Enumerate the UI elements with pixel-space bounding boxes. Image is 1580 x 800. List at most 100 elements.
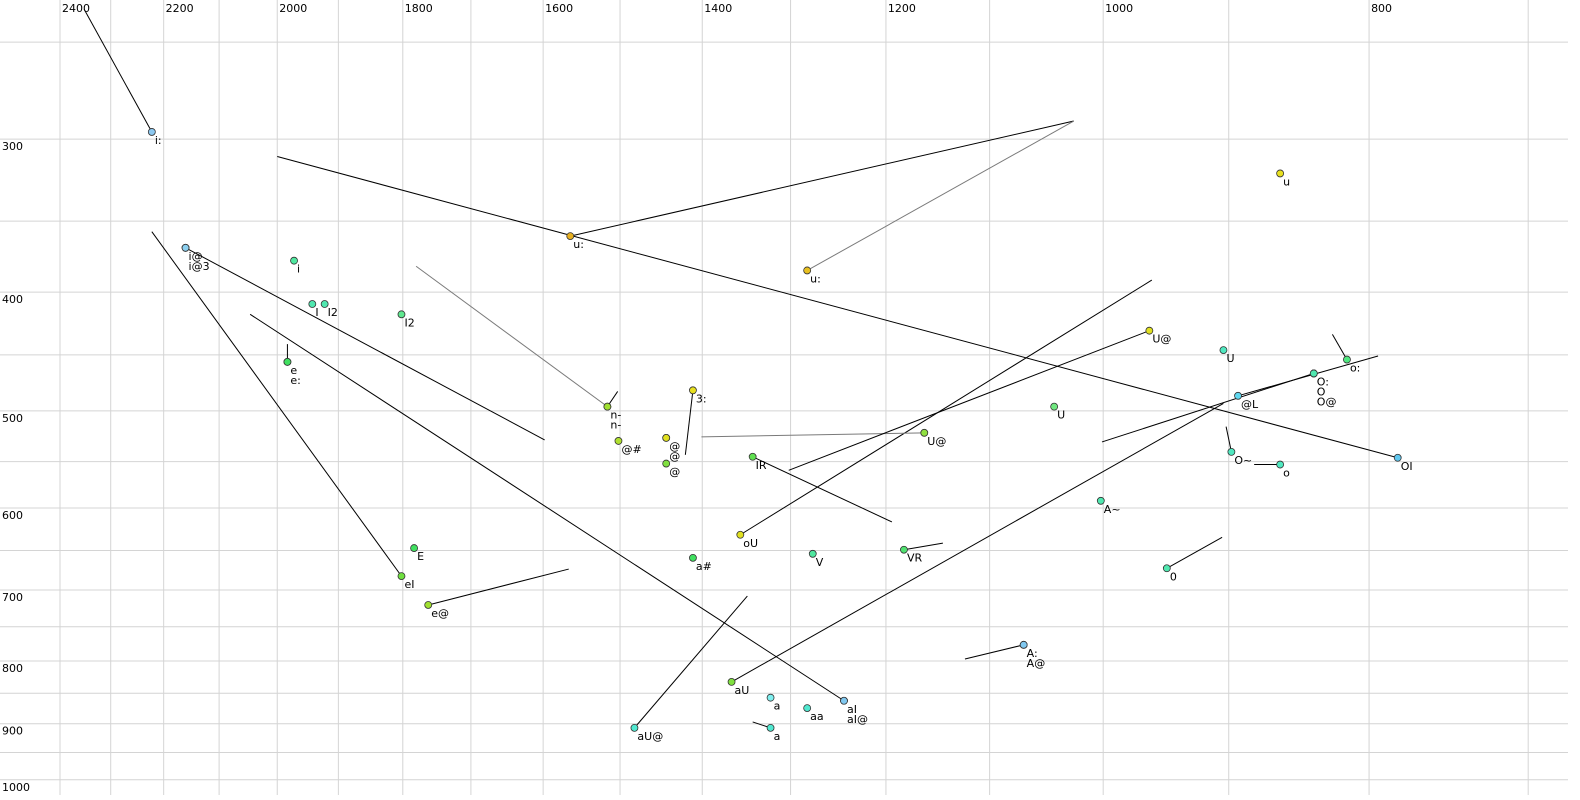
vowel-point [1276, 460, 1285, 469]
vowel-label: a# [696, 560, 712, 573]
trajectory [151, 231, 402, 577]
vowel-point [748, 452, 757, 461]
vowel-label: eI [404, 578, 414, 591]
trajectory [1331, 334, 1348, 360]
x-tick-label: 1800 [405, 2, 433, 15]
vowel-point [1343, 355, 1351, 364]
vowel-point [397, 572, 406, 581]
trajectory [1166, 536, 1223, 569]
vowel-point [630, 723, 639, 732]
vowel-label: a [774, 700, 781, 713]
y-tick-label: 300 [2, 140, 23, 153]
vowel-point [840, 696, 848, 705]
vowel-label: VR [907, 552, 923, 565]
vowel-label: u: [573, 238, 584, 251]
vowel-point [308, 300, 317, 308]
vowel-label: U [1057, 409, 1065, 422]
vowel-label: e [290, 364, 297, 377]
vowel-point [1309, 369, 1318, 378]
vowel-label: u [1283, 175, 1290, 188]
trajectory [249, 313, 845, 702]
vowel-label: i [297, 263, 300, 276]
trajectory [570, 120, 1074, 237]
vowel-point [900, 545, 908, 554]
vowel-point [803, 266, 812, 275]
vowel-label: A: [1027, 647, 1038, 660]
vowel-point [736, 530, 745, 539]
x-tick-label: 2200 [166, 2, 194, 15]
vowel-label: U@ [1152, 333, 1171, 346]
vowel-point [727, 678, 736, 686]
vowel-label: u: [810, 272, 821, 285]
vowel-label: aa [810, 710, 823, 723]
trajectory [1237, 355, 1379, 397]
y-tick-label: 800 [2, 662, 23, 675]
vowel-point [1234, 391, 1242, 400]
vowel-label: aI@ [847, 713, 868, 726]
vowel-point [397, 310, 406, 319]
vowel-point [1162, 564, 1171, 573]
trajectory [964, 644, 1024, 660]
vowel-label: n- [610, 419, 621, 432]
vowel-label: U@ [927, 435, 946, 448]
vowel-point [662, 434, 671, 442]
vowel-point [147, 128, 156, 136]
trajectory [701, 432, 925, 438]
vowel-label: A~ [1104, 503, 1121, 516]
vowel-point [603, 402, 612, 411]
vowel-label: @ [669, 450, 680, 463]
vowel-label: @L [1241, 398, 1259, 411]
vowel-point [614, 437, 623, 445]
vowel-point [424, 601, 433, 609]
trajectory [806, 120, 1075, 271]
x-tick-label: 1400 [704, 2, 732, 15]
vowel-point [566, 232, 575, 241]
vowel-point [1096, 496, 1105, 505]
vowel-label: IR [756, 459, 767, 472]
trajectory [903, 542, 943, 551]
vowel-label: e: [290, 374, 300, 387]
vowel-label: aI [847, 703, 857, 716]
vowel-point [181, 243, 190, 252]
vowel-point [1019, 640, 1028, 649]
x-tick-label: 2000 [279, 2, 307, 15]
vowel-point [662, 459, 671, 468]
vowel-label: 3: [696, 392, 707, 405]
vowel-label: U [1226, 352, 1234, 365]
vowel-label: e@ [431, 607, 449, 620]
vowel-point [290, 256, 298, 265]
trajectory [684, 390, 694, 455]
vowel-point [1276, 169, 1285, 178]
trajectory [752, 456, 893, 523]
y-tick-label: 1000 [2, 781, 30, 794]
x-tick-label: 1200 [888, 2, 916, 15]
vowel-label: A@ [1027, 657, 1046, 670]
y-tick-label: 400 [2, 293, 23, 306]
vowel-point [1145, 326, 1154, 335]
vowel-label: O~ [1234, 454, 1252, 467]
y-tick-label: 900 [2, 725, 23, 738]
vowel-label: OI [1401, 460, 1413, 473]
vowel-point [1219, 346, 1228, 355]
y-tick-label: 500 [2, 412, 23, 425]
vowel-point [410, 544, 419, 552]
x-tick-label: 1000 [1105, 2, 1133, 15]
y-tick-label: 700 [2, 591, 23, 604]
vowel-label: aU [735, 684, 750, 697]
vowel-label: @# [621, 443, 641, 456]
trajectory [788, 330, 1150, 471]
vowel-label: O@ [1317, 395, 1337, 408]
vowel-point [1393, 453, 1402, 462]
trajectory [1225, 426, 1232, 452]
vowel-point [803, 704, 812, 713]
vowel-label: 0 [1170, 570, 1177, 583]
trajectory [277, 156, 1398, 459]
vowel-point [689, 386, 697, 395]
vowel-label: i@ [189, 250, 203, 263]
vowel-label: O: [1317, 375, 1329, 388]
trajectory [185, 247, 545, 441]
x-tick-label: 800 [1371, 2, 1392, 15]
trajectory [1101, 372, 1314, 443]
